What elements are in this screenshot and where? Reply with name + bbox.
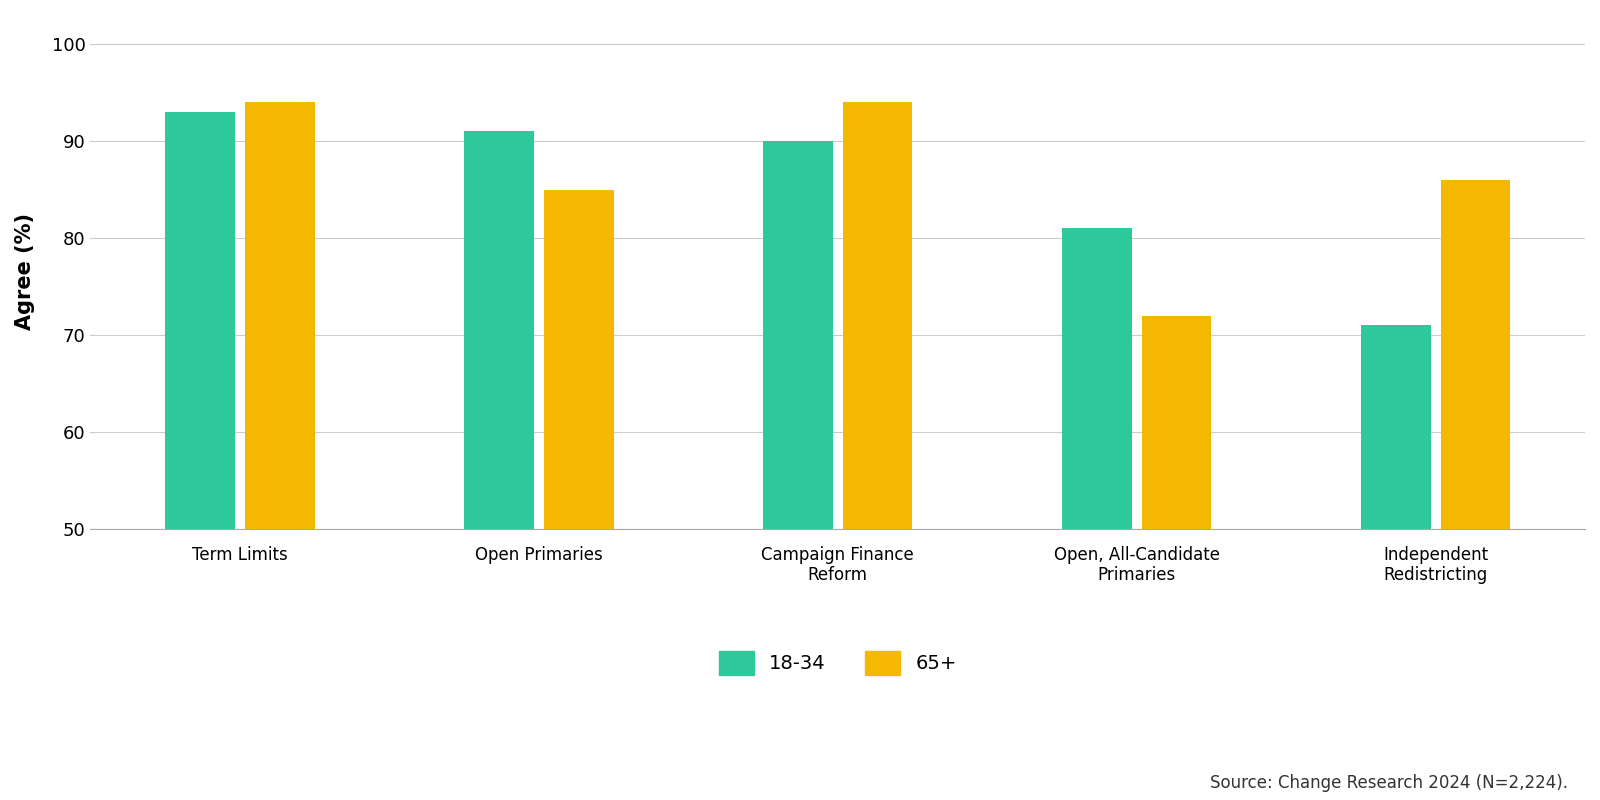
Bar [544,190,613,800]
Bar [1142,315,1211,800]
Bar [245,102,315,800]
Y-axis label: Agree (%): Agree (%) [14,214,35,330]
Bar [1440,180,1510,800]
Text: Source: Change Research 2024 (N=2,224).: Source: Change Research 2024 (N=2,224). [1210,774,1568,792]
Legend: 18-34, 65+: 18-34, 65+ [709,642,966,685]
Bar [843,102,912,800]
Bar [464,131,534,800]
Bar [1062,228,1131,800]
Bar [165,112,235,800]
Bar [763,141,832,800]
Bar [1362,326,1430,800]
